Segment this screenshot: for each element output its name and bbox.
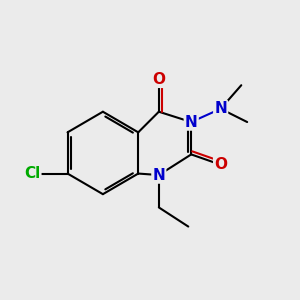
Text: N: N [152, 167, 165, 182]
Text: O: O [214, 157, 227, 172]
Text: Cl: Cl [24, 166, 40, 181]
Text: O: O [152, 72, 165, 87]
Text: N: N [214, 101, 227, 116]
Text: N: N [185, 115, 198, 130]
